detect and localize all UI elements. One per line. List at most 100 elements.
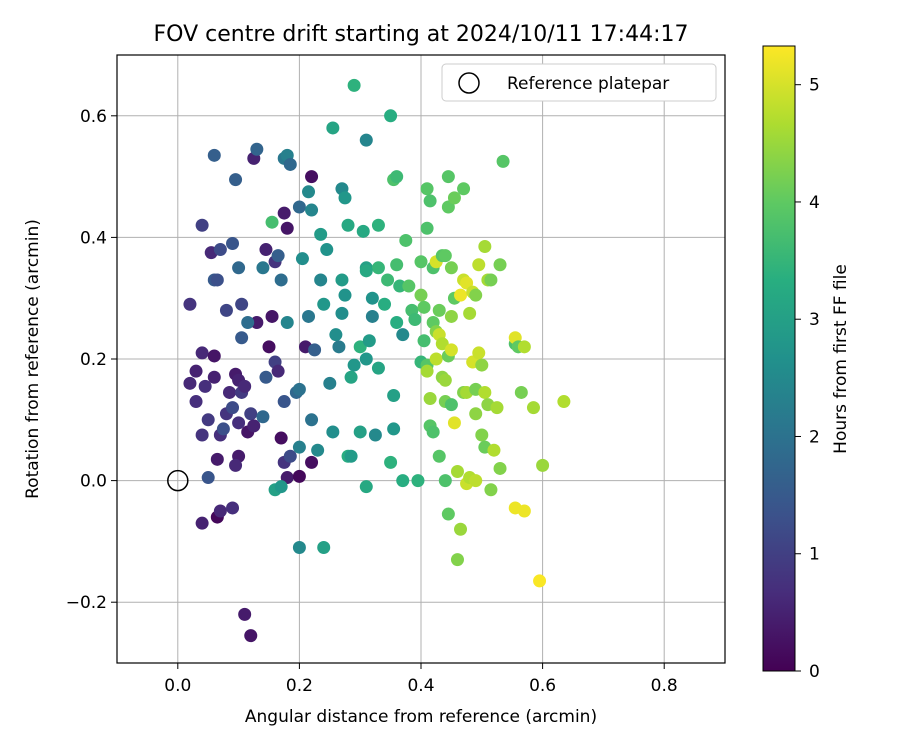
data-point	[229, 173, 243, 187]
y-axis-label: Rotation from reference (arcmin)	[23, 219, 43, 499]
reference-platepar-marker	[167, 469, 189, 492]
data-point	[302, 185, 316, 199]
data-point	[241, 316, 255, 330]
data-point	[414, 255, 428, 269]
data-point	[235, 331, 249, 345]
data-point	[265, 215, 279, 229]
data-point	[426, 425, 440, 439]
data-point	[526, 401, 540, 415]
legend-label: Reference platepar	[507, 74, 669, 94]
data-point	[283, 157, 297, 171]
data-point	[207, 370, 221, 384]
data-point	[271, 249, 285, 263]
data-point	[478, 385, 492, 399]
data-point	[444, 261, 458, 275]
data-point	[356, 224, 370, 238]
data-point	[444, 309, 458, 323]
data-point	[469, 407, 483, 421]
data-point	[226, 236, 240, 250]
data-point	[277, 206, 291, 220]
data-point	[493, 461, 507, 475]
data-point	[347, 78, 361, 92]
data-point	[447, 191, 461, 205]
data-point	[338, 288, 352, 302]
data-point	[183, 376, 197, 390]
data-point	[274, 480, 288, 494]
data-point	[469, 288, 483, 302]
data-point	[420, 221, 434, 235]
data-point	[183, 297, 197, 311]
data-point	[365, 309, 379, 323]
data-point	[292, 440, 306, 454]
data-point	[280, 471, 294, 485]
data-point	[484, 483, 498, 497]
data-point	[335, 273, 349, 287]
data-point	[292, 382, 306, 396]
data-point	[280, 221, 294, 235]
data-point	[447, 416, 461, 430]
data-point	[438, 474, 452, 488]
data-point	[414, 288, 428, 302]
colorbar-tick-label: 0	[809, 662, 820, 682]
data-point	[490, 401, 504, 415]
data-point	[454, 288, 468, 302]
x-tick-label: 0.6	[529, 676, 556, 696]
data-point	[244, 629, 258, 643]
data-point	[201, 471, 215, 485]
legend-box	[441, 63, 717, 102]
data-point	[207, 148, 221, 162]
data-point	[265, 309, 279, 323]
data-point	[232, 416, 246, 430]
data-point	[201, 413, 215, 427]
data-point	[435, 337, 449, 351]
data-point	[302, 309, 316, 323]
data-point	[295, 252, 309, 266]
data-point	[344, 449, 358, 463]
data-point	[189, 395, 203, 409]
data-point	[438, 249, 452, 263]
data-points	[183, 78, 571, 643]
data-point	[213, 243, 227, 257]
data-point	[232, 261, 246, 275]
data-point	[283, 449, 297, 463]
data-point	[305, 413, 319, 427]
data-point	[475, 358, 489, 372]
data-point	[317, 540, 331, 554]
data-point	[274, 273, 288, 287]
data-point	[441, 200, 455, 214]
data-point	[195, 346, 209, 360]
data-point	[314, 227, 328, 241]
colorbar-ticks: 0 1 2 3 4 5	[795, 76, 820, 682]
data-point	[460, 276, 474, 290]
data-point	[423, 194, 437, 208]
data-point	[332, 340, 346, 354]
colorbar-tick-label: 5	[809, 76, 820, 96]
data-point	[329, 328, 343, 342]
y-tick-label: 0.4	[80, 228, 107, 248]
data-point	[457, 182, 471, 196]
data-point	[444, 398, 458, 412]
legend: Reference platepar	[441, 63, 717, 102]
colorbar-tick-label: 1	[809, 545, 820, 565]
data-point	[362, 334, 376, 348]
data-point	[271, 364, 285, 378]
data-point	[496, 154, 510, 168]
data-point	[259, 370, 273, 384]
data-point	[429, 352, 443, 366]
y-axis-ticks: −0.2 0.0 0.2 0.4 0.6	[66, 107, 117, 613]
data-point	[390, 258, 404, 272]
data-point	[417, 334, 431, 348]
data-point	[387, 388, 401, 402]
x-axis-label: Angular distance from reference (arcmin)	[245, 707, 597, 727]
legend-circle-marker	[458, 72, 480, 94]
x-tick-label: 0.2	[286, 676, 313, 696]
y-tick-label: 0.6	[80, 107, 107, 127]
data-point	[335, 306, 349, 320]
x-tick-label: 0.0	[164, 676, 191, 696]
data-point	[238, 607, 252, 621]
data-point	[195, 218, 209, 232]
x-axis-ticks: 0.0 0.2 0.4 0.6 0.8	[164, 663, 678, 696]
data-point	[411, 474, 425, 488]
data-point	[317, 297, 331, 311]
data-point	[378, 297, 392, 311]
